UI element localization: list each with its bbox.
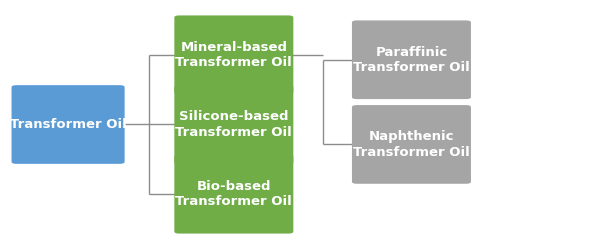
FancyBboxPatch shape <box>174 85 294 164</box>
Text: Bio-based
Transformer Oil: Bio-based Transformer Oil <box>175 180 292 208</box>
FancyBboxPatch shape <box>12 85 125 164</box>
Text: Paraffinic
Transformer Oil: Paraffinic Transformer Oil <box>353 46 470 74</box>
FancyBboxPatch shape <box>174 15 294 94</box>
Text: Transformer Oil: Transformer Oil <box>9 118 127 131</box>
Text: Naphthenic
Transformer Oil: Naphthenic Transformer Oil <box>353 130 470 159</box>
Text: Silicone-based
Transformer Oil: Silicone-based Transformer Oil <box>175 110 292 139</box>
FancyBboxPatch shape <box>174 155 294 234</box>
FancyBboxPatch shape <box>352 105 471 184</box>
FancyBboxPatch shape <box>352 20 471 99</box>
Text: Mineral-based
Transformer Oil: Mineral-based Transformer Oil <box>175 41 292 69</box>
